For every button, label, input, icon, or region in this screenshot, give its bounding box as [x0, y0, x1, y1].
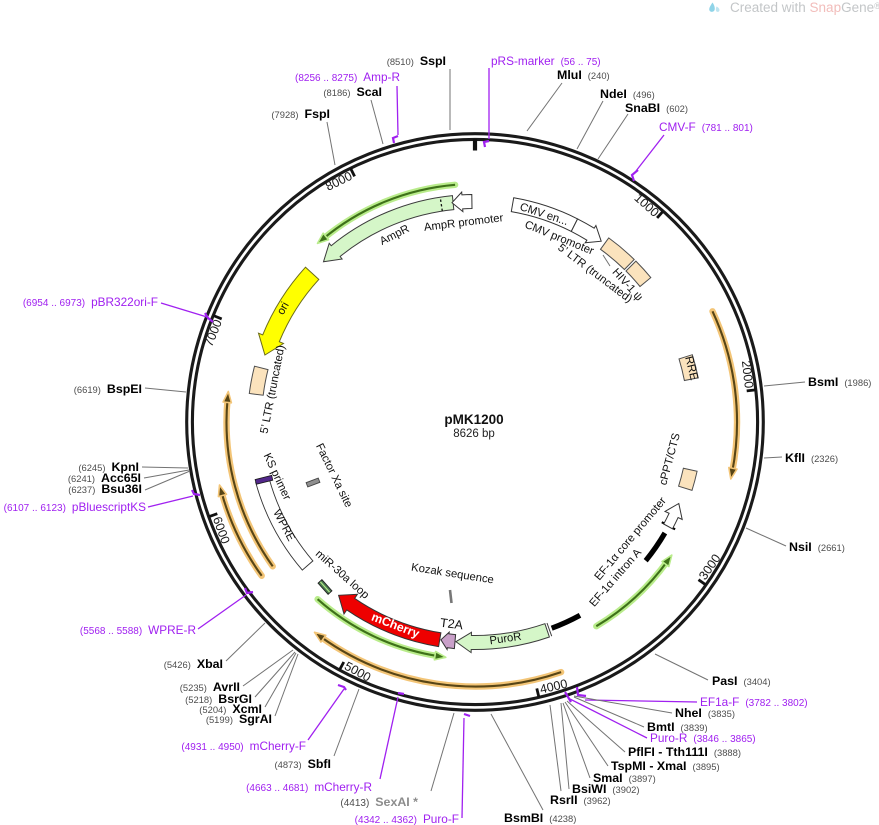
svg-text:Created with SnapGene®: Created with SnapGene®: [730, 0, 879, 15]
svg-text:Puro-R(3846 .. 3865): Puro-R (3846 .. 3865): [650, 731, 756, 745]
svg-text:RRE: RRE: [682, 355, 700, 382]
svg-text:pRS-marker(56 .. 75): pRS-marker (56 .. 75): [491, 54, 601, 68]
svg-text:(6107 .. 6123)pBluescriptKS: (6107 .. 6123) pBluescriptKS: [4, 500, 146, 514]
svg-text:(6237)Bsu36I: (6237) Bsu36I: [68, 482, 142, 496]
svg-text:BsiWI(3902): BsiWI (3902): [572, 782, 640, 796]
svg-text:(6619)BspEI: (6619) BspEI: [74, 382, 142, 396]
svg-text:ori: ori: [275, 300, 292, 317]
svg-text:(6241)Acc65I: (6241) Acc65I: [68, 471, 141, 485]
svg-text:TspMI - XmaI(3895): TspMI - XmaI (3895): [611, 759, 720, 773]
svg-text:PuroR: PuroR: [489, 631, 522, 648]
svg-text:NsiI(2661): NsiI (2661): [789, 540, 845, 554]
svg-text:EF1a-F(3782 .. 3802): EF1a-F (3782 .. 3802): [700, 695, 808, 709]
svg-text:(5218)BsrGI: (5218) BsrGI: [185, 692, 252, 706]
svg-text:BsmBI(4238): BsmBI (4238): [504, 811, 576, 825]
svg-text:(4413)SexAI *: (4413) SexAI *: [340, 795, 418, 809]
svg-text:2000: 2000: [739, 360, 756, 389]
svg-text:(8256 .. 8275)Amp-R: (8256 .. 8275) Amp-R: [295, 70, 400, 84]
svg-text:(6954 .. 6973)pBR322ori-F: (6954 .. 6973) pBR322ori-F: [23, 295, 158, 309]
svg-text:PflFI - Tth111I(3888): PflFI - Tth111I (3888): [628, 745, 741, 759]
svg-text:SnaBI(602): SnaBI (602): [625, 101, 688, 115]
svg-text:(5568 .. 5588)WPRE-R: (5568 .. 5588) WPRE-R: [80, 623, 196, 637]
svg-text:pMK1200: pMK1200: [444, 412, 503, 427]
svg-text:(5199)SgrAI: (5199) SgrAI: [206, 712, 272, 726]
svg-text:(4342 .. 4362)Puro-F: (4342 .. 4362) Puro-F: [355, 812, 459, 825]
svg-text:8626 bp: 8626 bp: [453, 428, 495, 440]
svg-text:4000: 4000: [539, 677, 569, 697]
svg-text:CMV-F(781 .. 801): CMV-F (781 .. 801): [659, 120, 753, 134]
svg-text:KflI(2326): KflI (2326): [785, 451, 838, 465]
svg-text:T2A: T2A: [439, 616, 464, 633]
